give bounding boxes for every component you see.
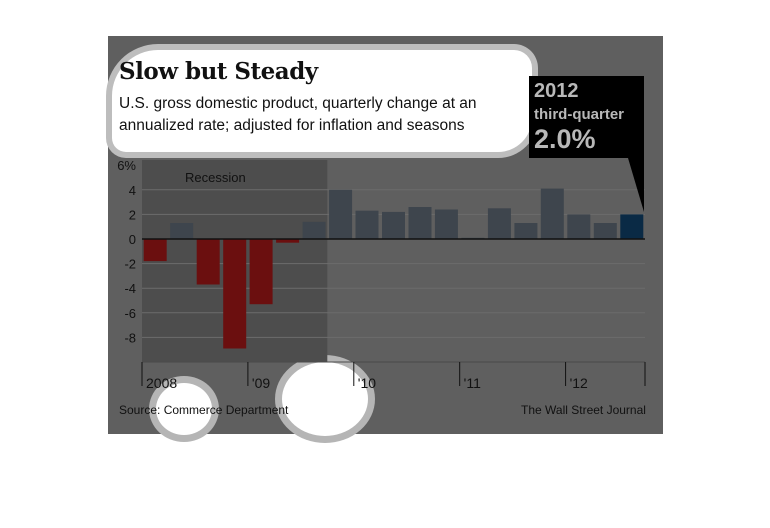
bar-2009-q2	[276, 239, 300, 243]
bar-2010-q1	[355, 210, 379, 239]
callout-box	[529, 76, 644, 158]
publisher-credit: The Wall Street Journal	[521, 403, 646, 417]
recession-label: Recession	[185, 170, 246, 185]
y-tick-label: 4	[129, 183, 136, 198]
x-tick-label: 2008	[146, 375, 177, 391]
bar-2008-q1	[143, 239, 167, 262]
bar-2010-q2	[382, 211, 405, 239]
header-highlight	[112, 50, 532, 152]
bar-2011-q4	[540, 188, 564, 239]
x-tick-label: '10	[358, 375, 376, 391]
x-tick-label: '11	[464, 375, 481, 391]
bar-2012-q1	[567, 214, 591, 239]
chart-title: Slow but Steady	[119, 58, 318, 85]
callout-pointer	[628, 158, 644, 212]
bar-2012-q3	[620, 214, 644, 239]
bar-2008-q2	[170, 223, 194, 239]
y-tick-label: 6%	[117, 158, 136, 173]
y-tick-label: -6	[124, 306, 136, 321]
bar-2009-q4	[329, 189, 353, 239]
y-tick-label: -2	[124, 257, 136, 272]
callout-label: third-quarter	[534, 106, 624, 123]
bar-2008-q3	[196, 239, 220, 285]
y-tick-label: 2	[129, 207, 136, 222]
x-tick-label: '12	[570, 375, 588, 391]
bar-2009-q1	[249, 239, 273, 305]
y-tick-label: 0	[129, 232, 136, 247]
bar-2010-q4	[434, 209, 458, 239]
y-tick-label: -8	[124, 330, 136, 345]
bar-2009-q3	[302, 221, 326, 239]
callout-value: 2.0%	[534, 124, 596, 154]
bar-2011-q2	[487, 208, 511, 240]
y-tick-label: -4	[124, 281, 136, 296]
footer-highlight-left	[156, 383, 212, 435]
callout-year: 2012	[534, 80, 579, 102]
source-note: Source: Commerce Department	[119, 403, 289, 417]
bar-2008-q4	[223, 239, 247, 349]
bar-2012-q2	[593, 223, 617, 239]
bar-2011-q3	[514, 223, 538, 239]
x-tick-label: '09	[252, 375, 270, 391]
chart-subtitle: U.S. gross domestic product, quarterly c…	[119, 95, 477, 134]
bar-2010-q3	[408, 207, 432, 239]
